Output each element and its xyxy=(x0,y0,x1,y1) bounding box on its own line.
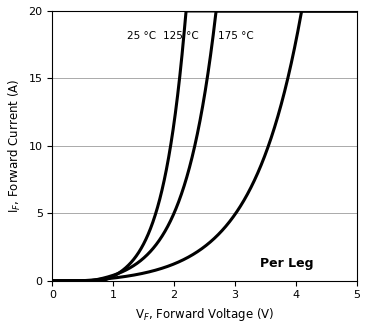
Text: 175 °C: 175 °C xyxy=(218,31,254,41)
Y-axis label: I$_{F}$, Forward Current (A): I$_{F}$, Forward Current (A) xyxy=(7,79,23,213)
Text: 25 °C: 25 °C xyxy=(127,31,156,41)
X-axis label: V$_{F}$, Forward Voltage (V): V$_{F}$, Forward Voltage (V) xyxy=(135,306,274,323)
Text: Per Leg: Per Leg xyxy=(260,257,313,270)
Text: 125 °C: 125 °C xyxy=(163,31,199,41)
